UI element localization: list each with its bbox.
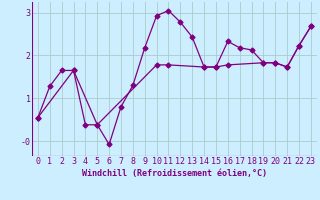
X-axis label: Windchill (Refroidissement éolien,°C): Windchill (Refroidissement éolien,°C) [82,169,267,178]
